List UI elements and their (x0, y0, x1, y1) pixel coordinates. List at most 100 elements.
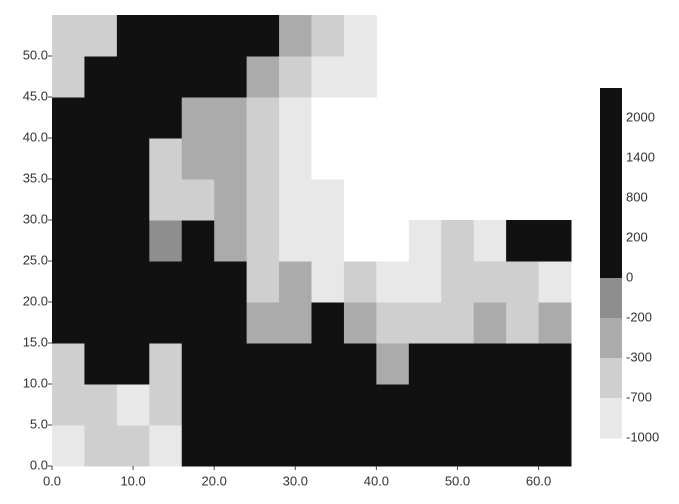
y-tick-label: 50.0 (23, 47, 48, 62)
colorbar-label: 0 (626, 269, 633, 284)
heat-cell (214, 343, 247, 385)
heat-cell (52, 15, 85, 57)
heat-cell (117, 343, 150, 385)
heat-cell (376, 425, 409, 467)
heat-cell (52, 179, 85, 221)
heat-cell (506, 343, 539, 385)
heat-cell (182, 343, 215, 385)
heat-cell (247, 97, 280, 139)
heat-cell (344, 384, 377, 426)
heat-cell (117, 302, 150, 344)
heat-cell (312, 425, 345, 467)
heat-cell (52, 56, 85, 98)
heat-cell (539, 425, 572, 467)
heat-cell (344, 56, 377, 98)
heat-cell (117, 138, 150, 180)
heat-cell (117, 179, 150, 221)
colorbar-segment (600, 398, 622, 439)
y-tick-label: 45.0 (23, 88, 48, 103)
heat-cell (149, 179, 182, 221)
heat-cell (312, 15, 345, 57)
heat-cell (84, 15, 117, 57)
heat-cell (117, 97, 150, 139)
heat-cell (84, 425, 117, 467)
heat-cell (149, 302, 182, 344)
heat-cell (247, 384, 280, 426)
heat-cell (409, 302, 442, 344)
colorbar-label: 1400 (626, 149, 655, 164)
heat-cell (506, 261, 539, 303)
colorbar-segment (600, 238, 622, 279)
heat-cell (149, 261, 182, 303)
heat-cell (344, 138, 377, 180)
heat-cell (441, 220, 474, 262)
heat-cell (312, 179, 345, 221)
heat-cell (474, 220, 507, 262)
colorbar-label: -200 (626, 309, 652, 324)
heat-cell (279, 220, 312, 262)
heat-cell (279, 56, 312, 98)
heat-cell (409, 343, 442, 385)
heat-cell (52, 261, 85, 303)
heat-cell (214, 425, 247, 467)
heat-cell (279, 138, 312, 180)
heat-cell (84, 220, 117, 262)
colorbar-segment (600, 118, 622, 159)
heat-cell (52, 343, 85, 385)
heat-cell (474, 425, 507, 467)
heat-cell (117, 261, 150, 303)
heat-cell (474, 343, 507, 385)
heat-cell (84, 138, 117, 180)
heat-cell (182, 97, 215, 139)
heat-cell (214, 261, 247, 303)
colorbar-label: 2000 (626, 109, 655, 124)
heat-cell (52, 138, 85, 180)
heat-cell (506, 384, 539, 426)
heat-cell (474, 261, 507, 303)
heat-cell (279, 15, 312, 57)
heat-cell (149, 97, 182, 139)
colorbar-segment (600, 358, 622, 399)
colorbar-segment (600, 198, 622, 239)
heat-cell (312, 261, 345, 303)
colorbar-label: -300 (626, 349, 652, 364)
heat-cell (182, 425, 215, 467)
heat-cell (214, 220, 247, 262)
heat-cell (279, 302, 312, 344)
heat-cell (312, 220, 345, 262)
heat-cell (182, 138, 215, 180)
heat-cell (279, 425, 312, 467)
heat-cell (84, 343, 117, 385)
heat-cell (474, 384, 507, 426)
heat-cell (506, 302, 539, 344)
heat-cell (312, 384, 345, 426)
heat-cell (149, 56, 182, 98)
heat-cell (52, 220, 85, 262)
heat-cell (441, 425, 474, 467)
heat-cell (52, 302, 85, 344)
heat-cell (376, 220, 409, 262)
heat-cell (312, 56, 345, 98)
heat-cell (117, 220, 150, 262)
heat-cell (117, 56, 150, 98)
heat-cell (344, 425, 377, 467)
heat-cell (441, 343, 474, 385)
heat-cell (344, 220, 377, 262)
heat-cell (441, 302, 474, 344)
heat-cell (149, 138, 182, 180)
heat-cell (182, 220, 215, 262)
heat-cell (182, 15, 215, 57)
y-tick-label: 0.0 (30, 457, 48, 472)
heat-cell (539, 220, 572, 262)
heat-cell (182, 261, 215, 303)
heat-cell (117, 15, 150, 57)
heat-cell (409, 220, 442, 262)
heat-cell (312, 97, 345, 139)
heat-cell (279, 343, 312, 385)
y-tick-label: 25.0 (23, 252, 48, 267)
heat-cell (84, 97, 117, 139)
colorbar-segment (600, 318, 622, 359)
heat-cell (344, 261, 377, 303)
heat-cell (247, 261, 280, 303)
colorbar-label: -700 (626, 389, 652, 404)
